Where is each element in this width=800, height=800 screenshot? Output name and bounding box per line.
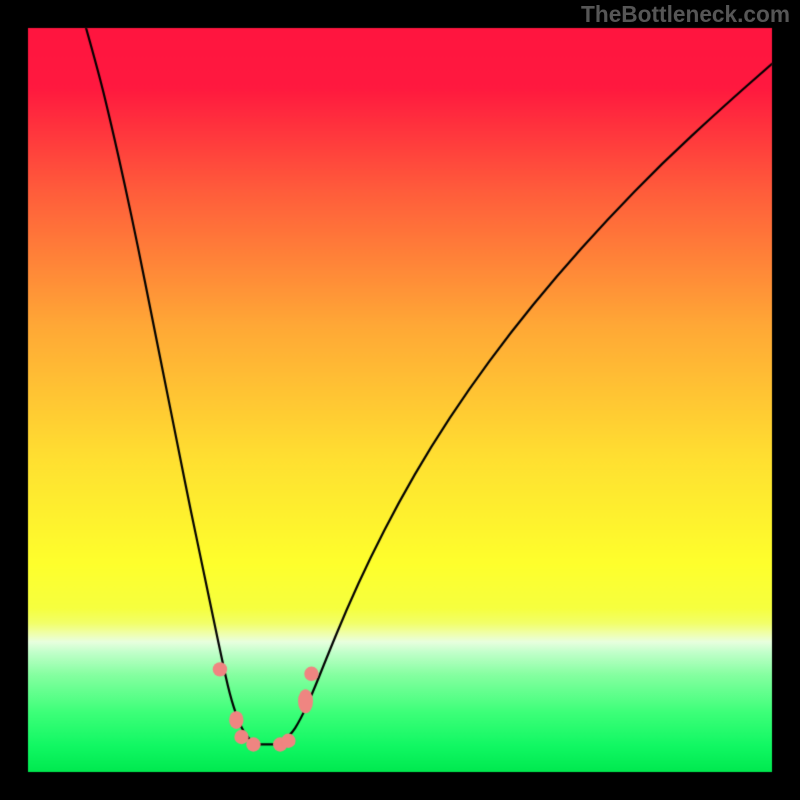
bottleneck-curve (0, 0, 800, 800)
watermark-text: TheBottleneck.com (581, 1, 790, 28)
chart-stage: TheBottleneck.com (0, 0, 800, 800)
